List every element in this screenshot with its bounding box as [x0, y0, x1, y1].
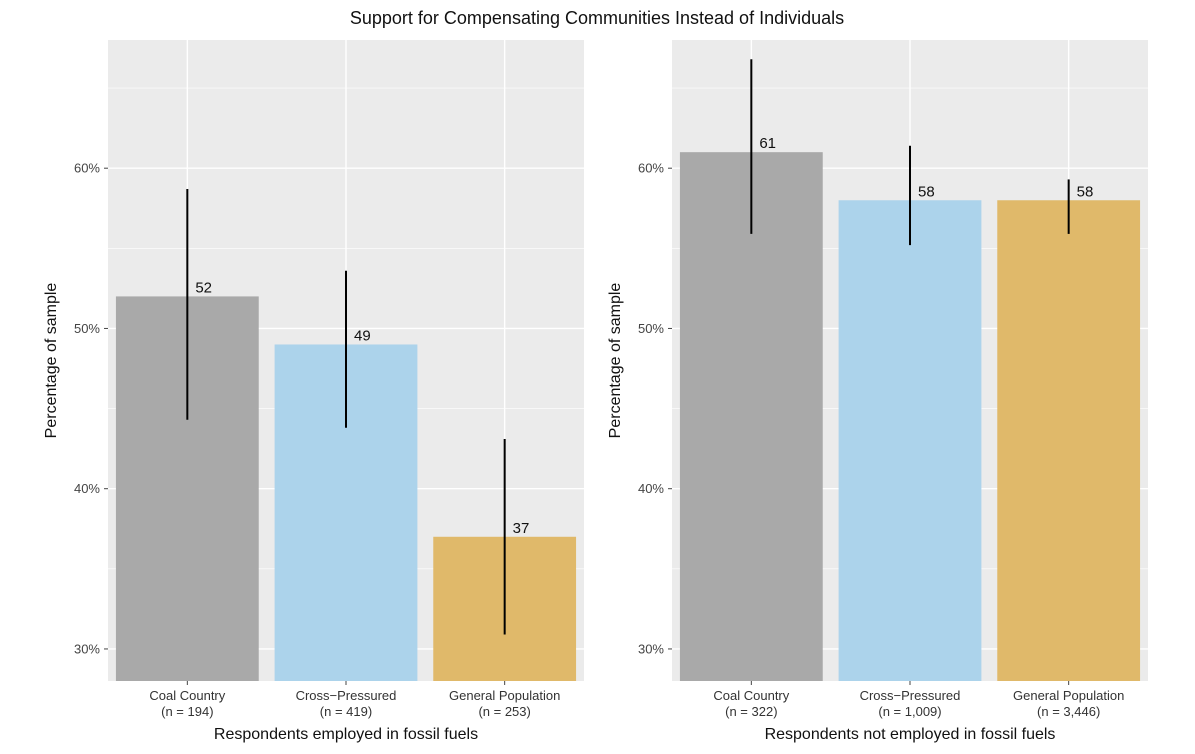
data-label: 37 [513, 520, 530, 537]
figure-title: Support for Compensating Communities Ins… [350, 8, 844, 28]
y-tick-label: 60% [638, 161, 664, 176]
bar-general [997, 200, 1141, 681]
data-label: 58 [918, 183, 935, 200]
data-label: 58 [1077, 183, 1094, 200]
y-tick-label: 50% [638, 321, 664, 336]
y-axis-title: Percentage of sample [43, 283, 60, 439]
y-tick-label: 60% [74, 161, 100, 176]
x-tick-label: General Population [1013, 688, 1124, 703]
x-axis-title: Respondents not employed in fossil fuels [765, 726, 1056, 743]
x-tick-label: Cross−Pressured [860, 688, 961, 703]
x-tick-label: General Population [449, 688, 560, 703]
y-tick-label: 50% [74, 321, 100, 336]
chart-panel-1: 30% 40% 50% 60% 52 49 37 Coal Country(n = 194) C… [43, 40, 584, 743]
bar-cross [838, 200, 982, 681]
data-label: 61 [759, 135, 776, 152]
y-tick-label: 40% [74, 481, 100, 496]
y-tick-label: 40% [638, 481, 664, 496]
chart-panel-2: 30% 40% 50% 60% 61 58 58 Coal Country(n = 322) C… [607, 40, 1148, 743]
x-tick-label: Coal Country [713, 688, 789, 703]
sample-size-label: (n = 3,446) [1037, 704, 1100, 719]
sample-size-label: (n = 1,009) [878, 704, 941, 719]
data-label: 52 [195, 279, 212, 296]
data-label: 49 [354, 327, 371, 344]
bar-coal [679, 152, 823, 682]
x-tick-label: Coal Country [149, 688, 225, 703]
sample-size-label: (n = 253) [478, 704, 530, 719]
sample-size-label: (n = 419) [320, 704, 372, 719]
x-tick-label: Cross−Pressured [296, 688, 397, 703]
y-axis-title: Percentage of sample [607, 283, 624, 439]
x-axis-title: Respondents employed in fossil fuels [214, 726, 478, 743]
y-tick-label: 30% [638, 641, 664, 656]
y-tick-label: 30% [74, 641, 100, 656]
sample-size-label: (n = 194) [161, 704, 213, 719]
sample-size-label: (n = 322) [725, 704, 777, 719]
